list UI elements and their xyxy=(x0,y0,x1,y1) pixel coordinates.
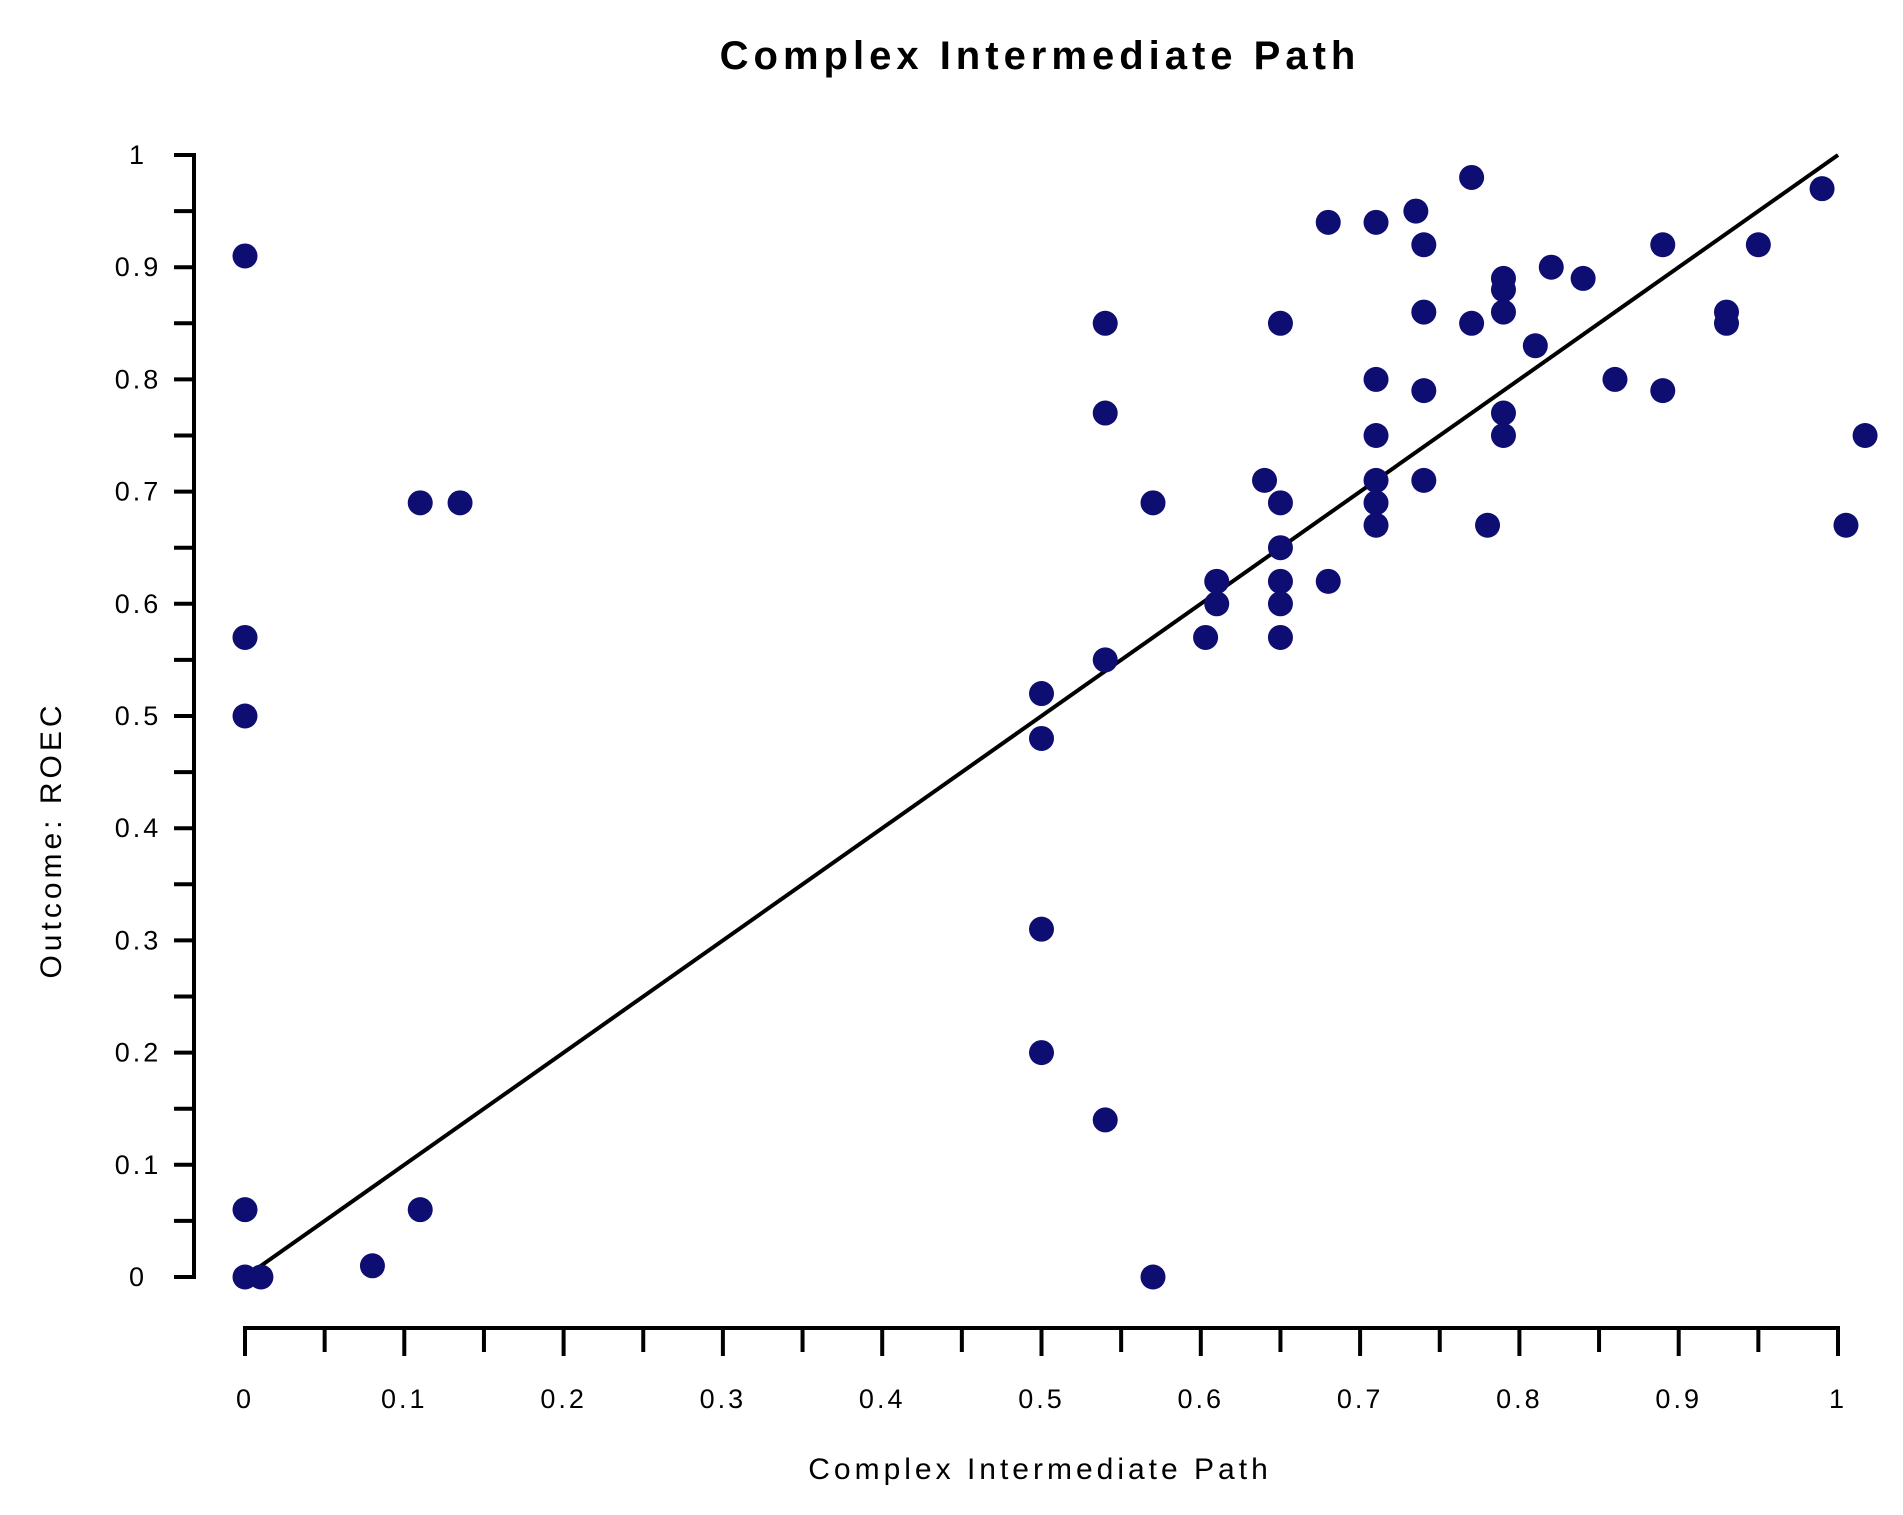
data-point xyxy=(1459,164,1485,190)
data-point xyxy=(1833,512,1859,538)
x-tick-label: 0.5 xyxy=(1018,1384,1065,1414)
x-tick-label: 0.7 xyxy=(1337,1384,1384,1414)
y-axis-title: Outcome: ROEC xyxy=(35,701,68,978)
data-point xyxy=(1522,333,1548,359)
x-tick-label: 0.9 xyxy=(1655,1384,1702,1414)
data-point xyxy=(232,624,258,650)
data-point xyxy=(1403,198,1429,224)
y-tick-label: 0.3 xyxy=(115,925,162,955)
data-point xyxy=(1411,232,1437,258)
data-point xyxy=(447,490,473,516)
chart-title: Complex Intermediate Path xyxy=(720,34,1361,78)
data-point xyxy=(1267,310,1293,336)
x-axis-title: Complex Intermediate Path xyxy=(808,1453,1272,1486)
data-point xyxy=(1411,299,1437,325)
data-point xyxy=(407,490,433,516)
data-point xyxy=(232,1197,258,1223)
axes-layer: 0 0.1 0.2 0.3 0.4 0.5 0.6 0.7 0.8 0.9 1 0 0.1 0.2 0.3 0… xyxy=(115,140,1847,1414)
data-point xyxy=(1570,265,1596,291)
data-point xyxy=(1363,490,1389,516)
data-point xyxy=(1267,568,1293,594)
y-tick-label: 0 xyxy=(129,1262,147,1292)
data-point xyxy=(1315,568,1341,594)
data-point xyxy=(1411,378,1437,404)
data-point xyxy=(1267,624,1293,650)
data-point xyxy=(1267,490,1293,516)
data-point xyxy=(1029,681,1054,707)
data-point xyxy=(1315,209,1341,235)
x-tick-label: 0.1 xyxy=(381,1384,428,1414)
data-point xyxy=(232,703,258,729)
x-tick-label: 0.4 xyxy=(859,1384,906,1414)
data-point xyxy=(1267,591,1293,617)
data-point xyxy=(359,1253,385,1279)
y-tick-label: 0.4 xyxy=(115,813,162,843)
data-point xyxy=(1204,591,1230,617)
data-point xyxy=(1650,378,1676,404)
data-point xyxy=(1252,467,1278,493)
data-point xyxy=(1602,366,1628,392)
data-point xyxy=(1204,568,1230,594)
x-tick-label: 0.6 xyxy=(1178,1384,1225,1414)
x-tick-label: 0.2 xyxy=(540,1384,587,1414)
data-point xyxy=(1140,1264,1166,1290)
data-point xyxy=(1411,467,1437,493)
y-tick-label: 0.8 xyxy=(115,364,162,394)
data-point xyxy=(1809,176,1835,202)
data-point xyxy=(1092,647,1118,673)
y-tick-label: 1 xyxy=(129,140,147,170)
data-point xyxy=(1140,490,1166,516)
points-layer xyxy=(232,164,1878,1290)
data-point xyxy=(1459,310,1485,336)
x-tick-label: 0.3 xyxy=(700,1384,747,1414)
data-point xyxy=(1490,277,1516,303)
y-tick-label: 0.2 xyxy=(115,1038,162,1068)
data-point xyxy=(1029,725,1054,751)
data-point xyxy=(1029,1040,1054,1066)
y-tick-label: 0.6 xyxy=(115,589,162,619)
data-point xyxy=(1092,1107,1118,1133)
data-point xyxy=(1092,400,1118,426)
data-point xyxy=(1363,209,1389,235)
data-point xyxy=(1193,624,1219,650)
data-point xyxy=(1490,423,1516,448)
data-point xyxy=(407,1197,433,1223)
data-point xyxy=(1490,299,1516,325)
data-point xyxy=(1363,423,1389,448)
data-point xyxy=(1267,535,1293,561)
x-tick-label: 1 xyxy=(1829,1384,1847,1414)
y-tick-label: 0.9 xyxy=(115,252,162,282)
x-tick-label: 0.8 xyxy=(1496,1384,1543,1414)
data-point xyxy=(1363,366,1389,392)
data-point xyxy=(1490,400,1516,426)
data-point xyxy=(1029,916,1054,942)
data-point xyxy=(1745,232,1771,258)
y-tick-label: 0.5 xyxy=(115,701,162,731)
data-point xyxy=(1650,232,1676,258)
fit-line-layer xyxy=(243,153,1840,1279)
data-point xyxy=(248,1264,274,1290)
data-point xyxy=(1713,310,1739,336)
x-tick-label: 0 xyxy=(236,1384,254,1414)
data-point xyxy=(1538,254,1564,280)
data-point xyxy=(232,243,258,269)
data-point xyxy=(1363,467,1389,493)
y-tick-label: 0.1 xyxy=(115,1150,162,1180)
fit-line xyxy=(243,153,1840,1279)
y-tick-label: 0.7 xyxy=(115,477,162,507)
data-point xyxy=(1092,310,1118,336)
data-point xyxy=(1363,512,1389,538)
data-point xyxy=(1475,512,1501,538)
data-point xyxy=(1852,423,1878,448)
